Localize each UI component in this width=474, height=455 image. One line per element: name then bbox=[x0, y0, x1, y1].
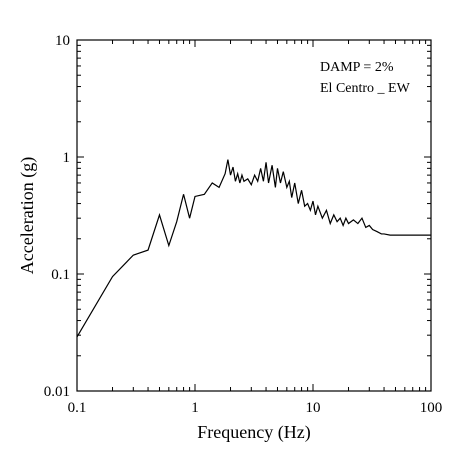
axis-ticks bbox=[76, 39, 432, 392]
annotation-damping: DAMP = 2% bbox=[320, 60, 394, 75]
x-axis-label: Frequency (Hz) bbox=[197, 422, 310, 443]
series-line-acceleration bbox=[76, 159, 431, 338]
y-tick-label: 10 bbox=[55, 33, 70, 49]
y-axis-label: Acceleration (g) bbox=[17, 157, 38, 274]
y-tick-label: 0.1 bbox=[51, 267, 70, 283]
annotation-record: El Centro _ EW bbox=[320, 81, 411, 96]
x-tick-label: 10 bbox=[306, 400, 321, 416]
y-tick-label: 0.01 bbox=[44, 384, 70, 400]
x-tick-label: 0.1 bbox=[68, 400, 87, 416]
y-tick-label: 1 bbox=[63, 150, 71, 166]
x-tick-label: 1 bbox=[191, 400, 199, 416]
plot-frame bbox=[76, 39, 432, 392]
x-tick-label: 100 bbox=[420, 400, 443, 416]
plot-area bbox=[76, 39, 432, 392]
